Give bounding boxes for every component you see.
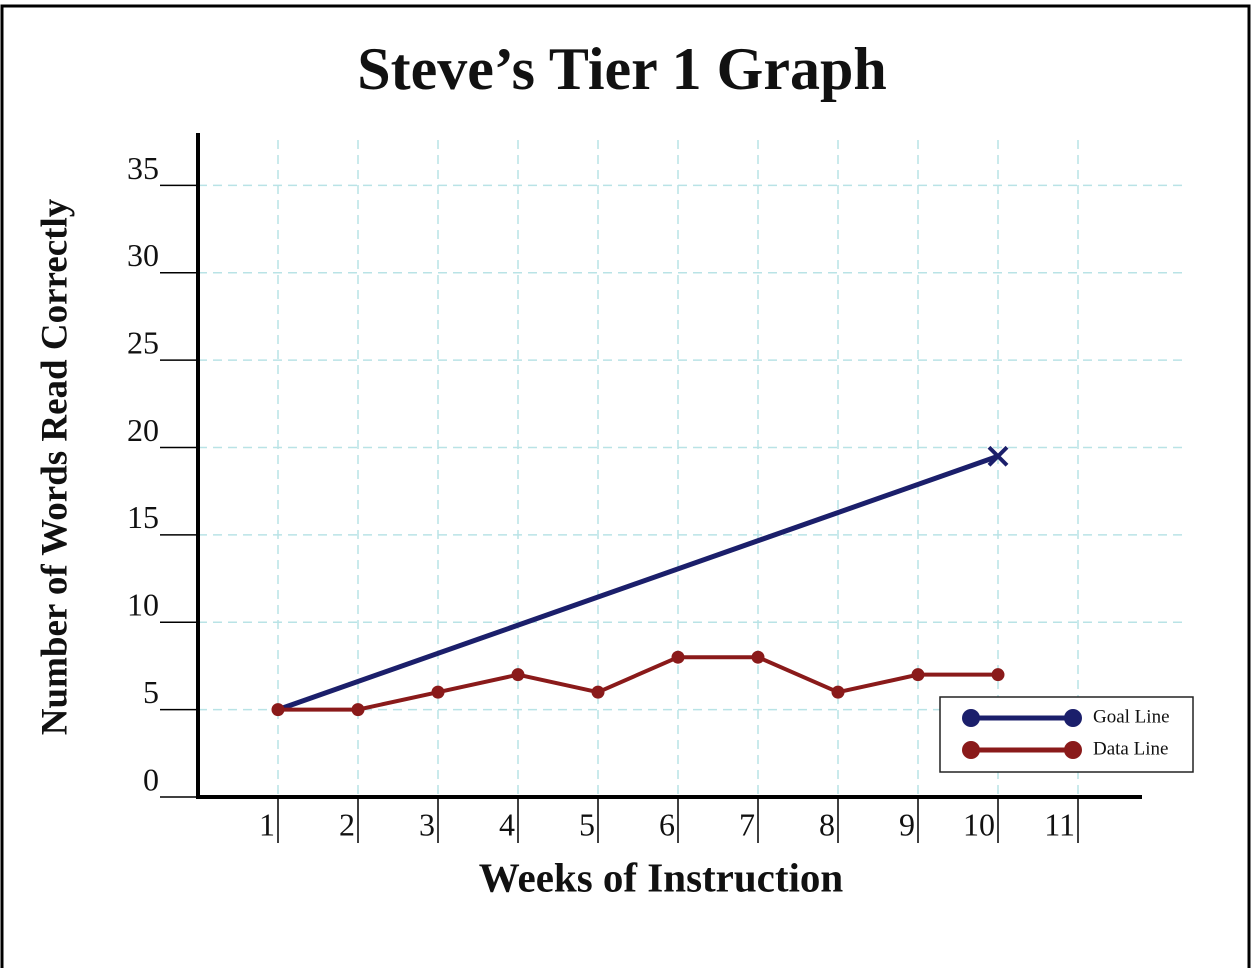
legend-label: Goal Line	[1093, 706, 1170, 727]
y-tick-label: 20	[127, 412, 159, 448]
series-line	[278, 655, 998, 712]
data-point	[511, 668, 525, 682]
legend-box	[939, 696, 1194, 773]
legend-label: Data Line	[1093, 738, 1168, 759]
y-tick-label: 10	[127, 587, 159, 623]
page-border	[0, 4, 1251, 968]
x-tick-label: 3	[419, 806, 435, 842]
data-point	[431, 685, 445, 699]
x-axis-label: Weeks of Instruction	[479, 854, 844, 900]
chart-title: Steve’s Tier 1 Graph	[357, 36, 886, 102]
data-point	[751, 650, 765, 664]
x-tick-label: 9	[899, 806, 915, 842]
x-tick-label: 11	[1044, 806, 1075, 842]
goal-end-marker	[987, 445, 1009, 467]
data-point	[911, 668, 925, 682]
y-axis-label: Number of Words Read Correctly	[34, 198, 75, 735]
x-tick-label: 6	[659, 806, 675, 842]
y-tick-label: 15	[127, 499, 159, 535]
data-point	[591, 685, 605, 699]
x-tick-label: 10	[963, 806, 995, 842]
y-tick-label: 30	[127, 237, 159, 273]
legend-dot	[1064, 709, 1082, 727]
x-tick-label: 2	[339, 806, 355, 842]
x-tick-label: 8	[819, 806, 835, 842]
data-point	[351, 703, 365, 717]
x-tick-label: 5	[579, 806, 595, 842]
series-line	[277, 453, 999, 712]
legend-dot	[1064, 741, 1082, 759]
legend-dot	[962, 709, 980, 727]
data-point	[671, 650, 685, 664]
x-tick-label: 4	[499, 806, 515, 842]
data-point	[991, 668, 1005, 682]
data-point	[271, 703, 285, 717]
x-tick-label: 1	[259, 806, 275, 842]
y-tick-label: 25	[127, 325, 159, 361]
y-tick-label: 35	[127, 150, 159, 186]
x-tick-label: 7	[739, 806, 755, 842]
data-point	[831, 685, 845, 699]
y-tick-label: 5	[143, 674, 159, 710]
legend-dot	[962, 741, 980, 759]
y-tick-label: 0	[143, 761, 159, 797]
legend: Goal Line Data Line	[939, 696, 1194, 773]
